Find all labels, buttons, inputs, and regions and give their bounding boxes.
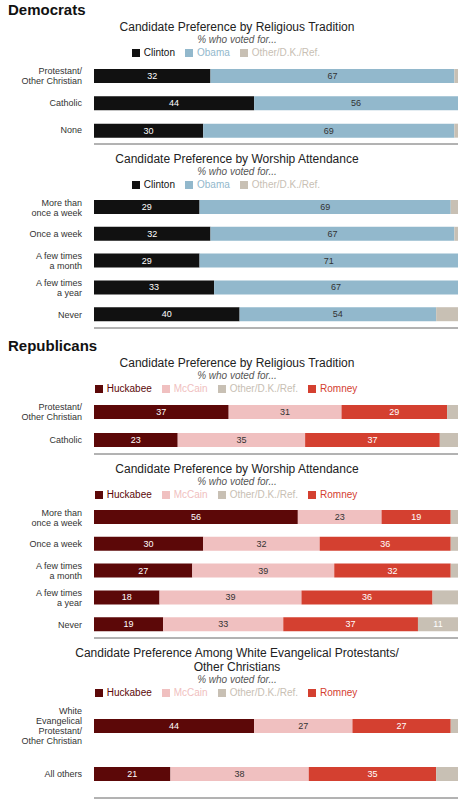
html-text:% who voted for...: % who voted for... [197, 370, 277, 381]
svg-text:33: 33 [218, 619, 228, 629]
html-text:% who voted for...: % who voted for... [197, 476, 277, 487]
html-text:Other/D.K./Ref.: Other/D.K./Ref. [251, 47, 321, 58]
svg-text:Once a week: Once a week [29, 539, 82, 549]
html-text:Obama: Obama [197, 47, 230, 58]
svg-text:37: 37 [156, 407, 166, 417]
svg-text:69: 69 [320, 202, 330, 212]
svg-text:31: 31 [280, 407, 290, 417]
svg-text:A few timesa month: A few timesa month [36, 251, 83, 271]
svg-text:Protestant/Other Christian: Protestant/Other Christian [21, 402, 82, 422]
svg-text:None: None [60, 125, 82, 135]
html-text:Romney: Romney [320, 687, 358, 698]
svg-text:Once a week: Once a week [29, 229, 82, 239]
svg-text:23: 23 [131, 435, 141, 445]
svg-text:39: 39 [258, 566, 268, 576]
html-text:Candidate Preference by Religi: Candidate Preference by Religious Tradit… [119, 356, 355, 370]
svg-text:71: 71 [324, 256, 334, 266]
svg-text:23: 23 [335, 512, 345, 522]
svg-text:27: 27 [298, 721, 308, 731]
svg-text:44: 44 [169, 98, 179, 108]
html-text:% who voted for...: % who voted for... [197, 674, 277, 685]
html-text:Huckabee: Huckabee [106, 687, 152, 698]
svg-text:36: 36 [362, 592, 372, 602]
svg-text:More thanonce a week: More thanonce a week [31, 198, 82, 218]
svg-text:37: 37 [346, 619, 356, 629]
svg-text:40: 40 [162, 309, 172, 319]
html-text:Clinton: Clinton [143, 47, 175, 58]
svg-text:Never: Never [58, 310, 82, 320]
svg-text:35: 35 [236, 435, 246, 445]
html-text:Obama: Obama [197, 179, 230, 190]
svg-text:32: 32 [387, 566, 397, 576]
svg-text:30: 30 [144, 126, 154, 136]
svg-text:54: 54 [333, 309, 343, 319]
svg-text:More thanonce a week: More thanonce a week [31, 508, 82, 528]
svg-text:A few timesa year: A few timesa year [36, 278, 83, 298]
svg-text:56: 56 [351, 98, 361, 108]
svg-text:44: 44 [169, 721, 179, 731]
html-text:Huckabee: Huckabee [106, 383, 152, 394]
svg-text:Protestant/Other Christian: Protestant/Other Christian [21, 66, 82, 86]
svg-text:30: 30 [144, 539, 154, 549]
svg-text:39: 39 [225, 592, 235, 602]
html-text:Candidate Preference Among Whi: Candidate Preference Among White Evangel… [75, 646, 399, 674]
svg-text:67: 67 [327, 229, 337, 239]
svg-text:21: 21 [127, 769, 137, 779]
html-text:Huckabee: Huckabee [106, 489, 152, 500]
html-text:McCain: McCain [173, 687, 208, 698]
html-text:Other/D.K./Ref.: Other/D.K./Ref. [229, 383, 298, 394]
svg-text:19: 19 [124, 619, 134, 629]
svg-text:A few timesa year: A few timesa year [36, 588, 83, 608]
svg-text:27: 27 [397, 721, 407, 731]
svg-text:67: 67 [327, 71, 337, 81]
svg-text:32: 32 [147, 71, 157, 81]
svg-text:WhiteEvangelicalProtestant/Oth: WhiteEvangelicalProtestant/Other Christi… [21, 706, 82, 746]
html-text:McCain: McCain [173, 383, 208, 394]
svg-text:38: 38 [235, 769, 245, 779]
html-text:Candidate Preference by Worshi: Candidate Preference by Worship Attendan… [115, 152, 359, 166]
svg-text:Catholic: Catholic [49, 435, 82, 445]
svg-text:69: 69 [324, 126, 334, 136]
html-text:% who voted for...: % who voted for... [197, 34, 277, 45]
html-text:Other/D.K./Ref.: Other/D.K./Ref. [229, 489, 298, 500]
svg-text:32: 32 [147, 229, 157, 239]
svg-text:29: 29 [142, 256, 152, 266]
svg-text:19: 19 [411, 512, 421, 522]
html-text:Romney: Romney [320, 383, 358, 394]
svg-text:27: 27 [138, 566, 148, 576]
html-text:Republicans: Republicans [8, 337, 98, 354]
svg-text:11: 11 [433, 619, 442, 629]
html-text:Other/D.K./Ref.: Other/D.K./Ref. [251, 179, 321, 190]
html-text:Candidate Preference by Worshi: Candidate Preference by Worship Attendan… [115, 462, 359, 476]
svg-text:18: 18 [122, 592, 132, 602]
html-text:Other/D.K./Ref.: Other/D.K./Ref. [229, 687, 298, 698]
svg-text:33: 33 [149, 282, 159, 292]
html-text:Democrats: Democrats [8, 1, 86, 18]
svg-text:A few timesa month: A few timesa month [36, 561, 83, 581]
svg-text:67: 67 [331, 282, 341, 292]
svg-text:Never: Never [58, 620, 82, 630]
svg-text:29: 29 [142, 202, 152, 212]
svg-text:All others: All others [44, 769, 82, 779]
svg-text:Catholic: Catholic [49, 98, 82, 108]
html-text:Romney: Romney [320, 489, 358, 500]
svg-text:32: 32 [256, 539, 266, 549]
svg-text:37: 37 [367, 435, 377, 445]
svg-text:36: 36 [380, 539, 390, 549]
html-text:% who voted for...: % who voted for... [197, 166, 277, 177]
svg-text:35: 35 [367, 769, 377, 779]
svg-text:29: 29 [389, 407, 399, 417]
html-text:McCain: McCain [173, 489, 208, 500]
html-text:Candidate Preference by Religi: Candidate Preference by Religious Tradit… [119, 20, 355, 34]
svg-text:56: 56 [191, 512, 201, 522]
html-text:Clinton: Clinton [143, 179, 175, 190]
